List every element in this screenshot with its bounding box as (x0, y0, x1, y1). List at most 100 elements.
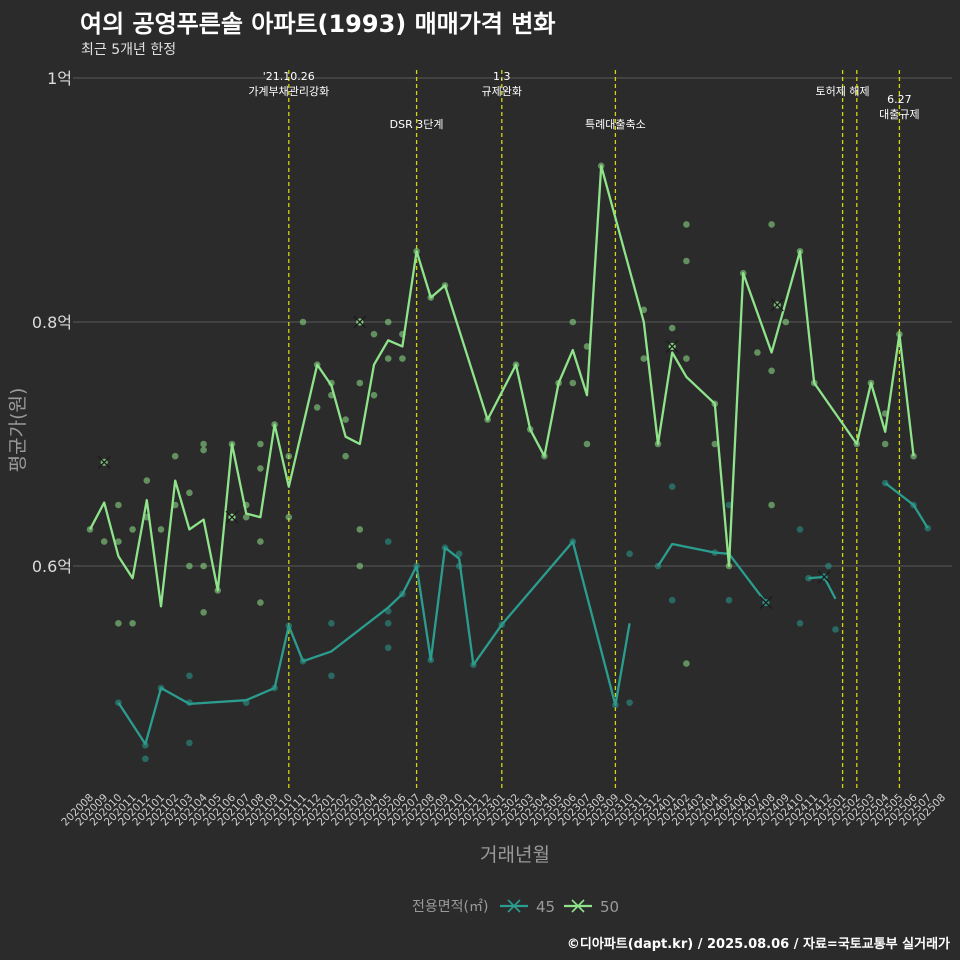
data-point-45 (825, 562, 832, 570)
y-tick-label: 1억 (47, 69, 72, 88)
data-point-50 (683, 221, 690, 228)
data-point-45 (725, 501, 733, 509)
series-line-45 (808, 575, 837, 600)
data-point-50 (356, 562, 364, 570)
data-point-50 (356, 379, 364, 387)
chart-subtitle: 최근 5개년 한정 (81, 42, 177, 58)
x-axis-title: 거래년월 (480, 844, 550, 866)
data-point-50 (285, 452, 293, 460)
cross-marker (97, 455, 111, 469)
event-label: 6.27 (887, 93, 912, 106)
data-point-45 (328, 672, 335, 680)
data-point-50 (342, 416, 349, 423)
data-point-50 (668, 324, 676, 332)
data-point-45 (328, 620, 335, 627)
data-point-50 (257, 599, 264, 606)
cross-marker (817, 570, 831, 584)
event-label: '21.10.26 (263, 70, 315, 83)
data-point-50 (370, 330, 378, 338)
cross-marker (770, 298, 784, 312)
data-point-50 (768, 367, 775, 375)
data-point-45 (186, 672, 193, 680)
data-point-45 (626, 699, 633, 706)
event-label: 대출규제 (879, 108, 919, 121)
legend-label: 45 (536, 898, 555, 916)
data-point-50 (129, 620, 136, 627)
data-point-45 (668, 483, 676, 491)
data-point-50 (100, 538, 108, 545)
data-point-50 (257, 538, 264, 545)
data-point-50 (257, 465, 264, 472)
event-label: 특례대출축소 (585, 118, 646, 131)
data-point-45 (455, 550, 463, 558)
data-point-50 (200, 562, 207, 570)
data-point-50 (583, 343, 591, 350)
cross-marker (225, 510, 239, 524)
series-line-50 (88, 164, 915, 608)
data-point-50 (257, 440, 264, 448)
y-tick-label: 0.6억 (32, 557, 72, 576)
legend-label: 50 (600, 898, 619, 916)
y-tick-label: 0.8억 (32, 313, 72, 332)
cross-marker (353, 315, 367, 329)
data-point-45 (186, 739, 193, 747)
data-point-45 (796, 620, 804, 627)
event-label: 규제완화 (482, 85, 522, 98)
data-point-50 (356, 526, 364, 533)
series-line-45 (117, 540, 631, 746)
data-point-45 (725, 596, 733, 604)
data-point-50 (342, 452, 349, 460)
data-point-50 (683, 355, 690, 362)
data-point-50 (313, 404, 321, 411)
data-point-50 (569, 318, 577, 326)
data-point-50 (881, 440, 889, 448)
data-point-45 (796, 526, 804, 533)
data-point-50 (186, 562, 193, 570)
data-point-50 (200, 609, 207, 616)
data-point-45 (668, 596, 676, 604)
data-point-50 (711, 440, 719, 448)
series-line-45 (884, 482, 929, 529)
event-label: 가계부채관리강화 (248, 85, 329, 98)
legend-key-cross (507, 899, 521, 913)
cross-marker (759, 596, 773, 610)
data-point-50 (370, 391, 378, 399)
data-point-45 (142, 755, 149, 763)
legend-key-cross (571, 899, 585, 913)
data-point-50 (285, 513, 293, 521)
data-point-50 (115, 501, 122, 509)
data-point-45 (626, 550, 633, 558)
data-point-50 (569, 379, 577, 387)
data-point-45 (384, 538, 392, 545)
data-point-50 (129, 526, 136, 533)
data-point-50 (200, 440, 207, 448)
data-point-50 (299, 318, 307, 326)
data-point-50 (171, 452, 179, 460)
series-line-45 (657, 542, 767, 604)
y-axis-title: 평균가(원) (7, 388, 29, 473)
legend-title: 전용면적(㎡) (412, 899, 488, 915)
event-label: DSR 3단계 (390, 118, 444, 131)
data-point-50 (115, 620, 122, 627)
cross-marker (665, 339, 679, 353)
data-point-50 (115, 538, 122, 545)
data-point-50 (640, 306, 648, 314)
data-point-50 (200, 446, 207, 454)
data-point-50 (143, 477, 151, 484)
source-caption: ©디아파트(dapt.kr) / 2025.08.06 / 자료=국토교통부 실… (566, 937, 950, 952)
data-point-50 (399, 355, 406, 362)
data-point-50 (384, 318, 392, 326)
data-point-50 (583, 440, 591, 448)
data-point-50 (768, 221, 775, 228)
data-point-50 (242, 513, 250, 521)
data-point-45 (142, 742, 149, 749)
data-point-50 (683, 660, 690, 667)
data-point-50 (768, 501, 775, 509)
data-point-50 (782, 318, 790, 326)
data-point-45 (384, 620, 392, 627)
event-label: 토허제 해제 (816, 84, 870, 98)
data-point-50 (157, 526, 165, 533)
data-point-50 (754, 349, 761, 356)
data-point-50 (186, 489, 193, 497)
